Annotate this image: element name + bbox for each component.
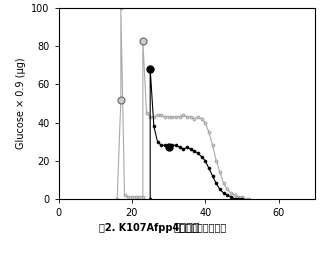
Text: 囲2. K107Afpp4澱粉の分子量分布: 囲2. K107Afpp4澱粉の分子量分布 [99, 223, 226, 233]
X-axis label: 画分番号: 画分番号 [174, 223, 200, 233]
Y-axis label: Glucose × 0.9 (μg): Glucose × 0.9 (μg) [16, 58, 26, 149]
